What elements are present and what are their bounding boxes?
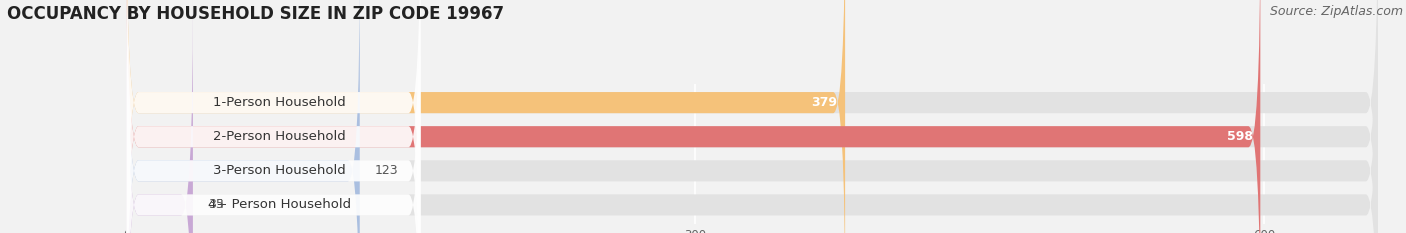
FancyBboxPatch shape xyxy=(127,0,420,233)
Text: 35: 35 xyxy=(208,199,224,211)
FancyBboxPatch shape xyxy=(127,0,360,233)
Text: 598: 598 xyxy=(1227,130,1253,143)
Text: 2-Person Household: 2-Person Household xyxy=(212,130,346,143)
FancyBboxPatch shape xyxy=(127,0,1378,233)
FancyBboxPatch shape xyxy=(127,0,1378,233)
FancyBboxPatch shape xyxy=(127,0,845,233)
Text: OCCUPANCY BY HOUSEHOLD SIZE IN ZIP CODE 19967: OCCUPANCY BY HOUSEHOLD SIZE IN ZIP CODE … xyxy=(7,5,505,23)
FancyBboxPatch shape xyxy=(127,0,1378,233)
Text: 379: 379 xyxy=(811,96,838,109)
Text: 4+ Person Household: 4+ Person Household xyxy=(208,199,352,211)
Text: Source: ZipAtlas.com: Source: ZipAtlas.com xyxy=(1270,5,1403,18)
Text: 3-Person Household: 3-Person Household xyxy=(212,164,346,177)
FancyBboxPatch shape xyxy=(127,0,420,233)
Text: 123: 123 xyxy=(375,164,398,177)
FancyBboxPatch shape xyxy=(127,0,1260,233)
Text: 1-Person Household: 1-Person Household xyxy=(212,96,346,109)
FancyBboxPatch shape xyxy=(127,0,1378,233)
FancyBboxPatch shape xyxy=(127,0,193,233)
FancyBboxPatch shape xyxy=(127,0,420,233)
FancyBboxPatch shape xyxy=(127,0,420,233)
